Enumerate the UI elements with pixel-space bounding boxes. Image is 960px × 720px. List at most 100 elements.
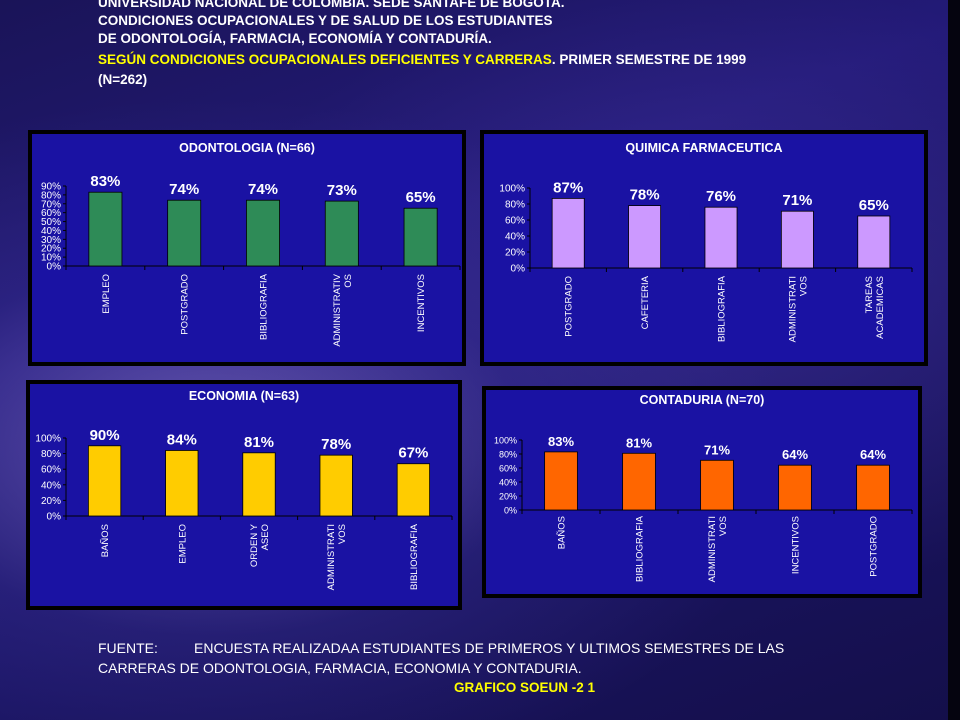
category-label: BIBLIOGRAFIA [635,515,646,582]
category-label-line: EMPLEO [101,274,112,314]
bar [700,459,734,511]
category-label: ORDEN Y ASEO [249,523,271,567]
y-tick-label: 80% [505,200,525,211]
chart-title: CONTADURIA (N=70) [640,393,765,407]
header-line-1: UNIVERSIDAD NACIONAL DE COLOMBIA. SEDE S… [98,0,565,10]
category-label-line: VOS [718,516,729,536]
y-tick-label: 30% [41,235,61,246]
category-label-line: ADMINISTRATI [707,516,718,582]
data-label: 76% [706,188,736,205]
y-tick-label: 100% [494,436,517,446]
y-tick-label: 20% [499,492,517,502]
bar [778,464,812,511]
chart-contaduria: CONTADURIA (N=70) 0% 20% 40% 60% 80% 100% 83% BA… [486,390,918,594]
category-label: BAÑOS [557,516,568,549]
category-label-line: CAFETERIA [640,275,651,329]
y-tick-label: 80% [41,190,61,201]
category-label-line: ADMINISTRATIV [332,273,343,346]
category-label: POSTGRADO [564,276,575,337]
chart-quimica: QUIMICA FARMACEUTICA 0% 20% 40% 60% 80% 100% 87… [484,134,924,362]
source-label: FUENTE: [98,640,158,656]
category-label: EMPLEO [101,274,112,314]
y-tick-label: 40% [41,226,61,237]
category-label-line: EMPLEO [177,524,188,564]
header-line-3: DE ODONTOLOGÍA, FARMACIA, ECONOMÍA Y CON… [98,31,492,46]
chart-title: ECONOMIA (N=63) [189,389,299,403]
y-tick-label: 40% [505,232,525,243]
bar [403,207,438,267]
category-label: POSTGRADO [180,274,191,335]
category-label: BIBLIOGRAFIA [259,273,270,340]
bar [628,205,662,269]
category-label: TAREAS ACADEMICAS [864,276,886,339]
source-text-2: CARRERAS DE ODONTOLOGIA, FARMACIA, ECONO… [98,660,582,676]
chart-panel-economia: ECONOMIA (N=63) 0% 20% 40% 60% 80% 100% 90% BAÑO… [26,380,462,610]
y-tick-label: 100% [499,184,525,195]
bar [165,450,199,517]
data-label: 64% [782,447,808,462]
bar [88,191,123,267]
category-label: CAFETERIA [640,275,651,329]
chart-title: QUIMICA FARMACEUTICA [625,141,782,155]
chart-panel-contaduria: CONTADURIA (N=70) 0% 20% 40% 60% 80% 100% 83% BA… [482,386,922,598]
category-label: INCENTIVOS [791,516,802,574]
category-label-line: VOS [798,276,809,296]
data-label: 73% [327,182,357,199]
bar [87,445,122,517]
category-label-line: INCENTIVOS [416,274,427,332]
category-label-line: BAÑOS [100,524,111,557]
subtitle-highlight: SEGÚN CONDICIONES OCUPACIONALES DEFICIEN… [98,52,552,67]
category-label-line: OS [343,274,354,288]
category-label: INCENTIVOS [416,274,427,332]
y-tick-label: 60% [499,464,517,474]
chart-economia: ECONOMIA (N=63) 0% 20% 40% 60% 80% 100% 90% BAÑO… [30,384,458,606]
figure-number: GRAFICO SOEUN -2 1 [454,680,596,695]
bar [856,464,890,511]
y-tick-label: 0% [47,512,62,523]
data-label: 81% [244,434,274,451]
data-label: 78% [630,187,660,204]
category-label-line: BIBLIOGRAFIA [635,515,646,582]
data-label: 78% [321,436,351,453]
y-tick-label: 50% [41,217,61,228]
right-edge-strip [948,0,960,720]
category-label: POSTGRADO [869,516,880,577]
data-label: 71% [704,442,730,457]
category-label-line: BAÑOS [557,516,568,549]
y-tick-label: 80% [41,449,61,460]
y-tick-label: 40% [41,480,61,491]
y-tick-label: 60% [41,208,61,219]
category-label: EMPLEO [177,524,188,564]
data-label: 81% [626,435,652,450]
data-label: 83% [548,434,574,449]
y-tick-label: 90% [41,182,61,193]
bar [242,452,276,517]
chart-panel-quimica: QUIMICA FARMACEUTICA 0% 20% 40% 60% 80% 100% 87… [480,130,928,366]
category-label: BAÑOS [100,524,111,557]
data-label: 90% [90,427,120,444]
y-tick-label: 20% [41,496,61,507]
y-tick-label: 0% [47,262,62,273]
data-label: 83% [90,173,120,190]
data-label: 87% [553,179,583,196]
data-label: 74% [248,181,278,198]
header-line-2: CONDICIONES OCUPACIONALES Y DE SALUD DE … [98,13,553,28]
category-label-line: BIBLIOGRAFIA [259,273,270,340]
data-label: 65% [406,189,436,206]
category-label: BIBLIOGRAFIA [409,523,420,590]
subtitle-period: . PRIMER SEMESTRE DE 1999 [551,52,747,67]
y-tick-label: 40% [499,478,517,488]
y-tick-label: 0% [504,506,517,516]
bar [857,215,891,269]
category-label-line: ADMINISTRATI [326,524,337,590]
chart-panel-odontologia: ODONTOLOGIA (N=66) 0% 10% 20% 30% 40% 50% 60% 70… [28,130,466,366]
report-subtitle: SEGÚN CONDICIONES OCUPACIONALES DEFICIEN… [98,50,888,90]
y-tick-label: 60% [41,465,61,476]
category-label-line: POSTGRADO [564,276,575,337]
category-label-line: POSTGRADO [869,516,880,577]
chart-odontologia: ODONTOLOGIA (N=66) 0%10%20%30%40%50%60%70… [32,134,462,362]
